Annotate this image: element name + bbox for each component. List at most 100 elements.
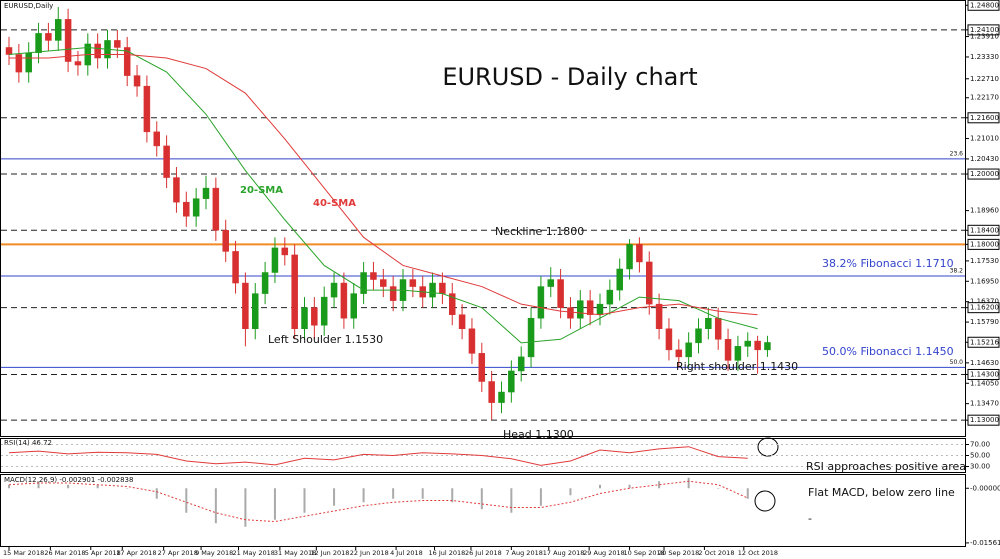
y-tick-label: 1.22710 [970, 75, 999, 83]
annotation: Left Shoulder 1.1530 [268, 333, 383, 346]
y-tick-label: 1.20430 [970, 155, 999, 163]
candle-body [35, 33, 42, 53]
y-tick-label: 1.18400 [970, 226, 999, 234]
macd-bar [539, 488, 542, 506]
candle-body [439, 282, 446, 294]
fib-label: 50.0 [950, 359, 964, 366]
x-tick-label: 4 Jul 2018 [390, 549, 423, 557]
macd-bar [628, 484, 631, 489]
x-tick-label: 17 Apr 2018 [116, 549, 156, 557]
rsi-title: RSI(14) 46.72 [4, 439, 52, 447]
annotation: 38.2% Fibonacci 1.1710 [822, 257, 954, 270]
y-tick-label: -0.015618 [970, 539, 1000, 547]
candle-body [133, 75, 141, 87]
candle-body [714, 317, 722, 340]
candle-body [370, 272, 377, 280]
y-tick-label: 1.23330 [970, 53, 999, 61]
macd-bar [244, 488, 247, 527]
y-tick-box [967, 0, 1000, 11]
y-tick-box [967, 414, 1000, 426]
candle-body [547, 279, 554, 287]
candle-body [646, 261, 653, 305]
macd-bar [126, 488, 129, 489]
candle-body [557, 279, 564, 308]
candle-body [55, 19, 62, 41]
x-tick-label: 27 Apr 2018 [158, 549, 198, 557]
y-tick-label: 1.21600 [970, 114, 999, 122]
symbol-label: EURUSD,Daily [4, 2, 53, 10]
candle-body [311, 307, 318, 326]
candle-body [636, 244, 643, 263]
y-tick-box [967, 336, 1000, 348]
candle-body [508, 370, 515, 393]
y-tick-label: 1.14630 [970, 359, 999, 367]
candle-body [232, 251, 239, 284]
candle-body [488, 381, 495, 403]
candle-body [577, 300, 584, 319]
candle-body [350, 293, 357, 319]
candle-body [163, 145, 170, 178]
y-tick-label: 1.16370 [970, 298, 999, 306]
annotation: 50.0% Fibonacci 1.1450 [822, 345, 954, 358]
macd-bar [687, 477, 690, 489]
candle-body [242, 282, 249, 330]
candle-body [754, 340, 761, 351]
x-tick-label: 5 Apr 2018 [85, 549, 121, 557]
candle-body [45, 33, 52, 41]
candle-body [537, 286, 545, 319]
macd-bar [273, 488, 276, 520]
fib-label: 23.6 [950, 150, 964, 157]
annotation: Right shoulder 1.1430 [676, 360, 798, 373]
candle-body [143, 85, 151, 133]
y-tick-label: 1.15216 [970, 338, 999, 346]
candle-body [320, 296, 328, 326]
candle-body [517, 356, 525, 372]
candle-body [173, 177, 180, 203]
macd-bar [451, 488, 454, 503]
candle-body [301, 307, 308, 330]
candle-body [183, 201, 190, 217]
candle-body [222, 230, 229, 252]
note: - [808, 512, 812, 525]
candle-body [665, 328, 673, 351]
rsi-line [8, 446, 748, 466]
y-tick-box [967, 238, 1000, 250]
macd-bar [569, 488, 572, 496]
x-tick-label: 12 Jun 2018 [310, 549, 349, 557]
y-tick-label: 50.00 [970, 452, 990, 460]
y-tick-label: -0.000000 [970, 484, 1000, 492]
y-tick-label: 1.13000 [970, 416, 999, 424]
candle-body [330, 282, 338, 298]
candle-body [114, 40, 121, 48]
annotation: RSI approaches positive area [806, 460, 966, 473]
candle-body [596, 303, 604, 315]
macd-bar [746, 488, 749, 499]
y-tick-box [967, 224, 1000, 236]
macd-bar [96, 484, 99, 489]
candle-body [153, 131, 160, 147]
candle-body [291, 254, 298, 330]
sma-line [9, 54, 758, 316]
x-tick-label: 16 Jul 2018 [429, 549, 466, 557]
sma-line [8, 46, 758, 344]
candle-body [675, 349, 683, 358]
y-tick-box [967, 168, 1000, 180]
sma-label: 40-SMA [313, 198, 356, 209]
candle-body [498, 391, 505, 403]
candle-body [74, 61, 82, 66]
candle-body [380, 279, 387, 287]
y-tick-label: 1.18000 [970, 240, 999, 248]
candle-body [764, 342, 771, 351]
annotation: Flat MACD, below zero line [808, 486, 955, 499]
candle-body [655, 303, 663, 330]
candle-body [271, 247, 279, 273]
macd-bar [599, 484, 601, 489]
macd-bar [658, 481, 661, 489]
candle-body [192, 198, 200, 217]
x-tick-label: 2 Oct 2018 [698, 549, 734, 557]
x-tick-label: 17 Aug 2018 [543, 549, 585, 557]
candle-body [202, 187, 210, 199]
candle-body [527, 317, 535, 358]
y-tick-label: 1.16200 [970, 304, 999, 312]
macd-highlight [754, 490, 776, 512]
